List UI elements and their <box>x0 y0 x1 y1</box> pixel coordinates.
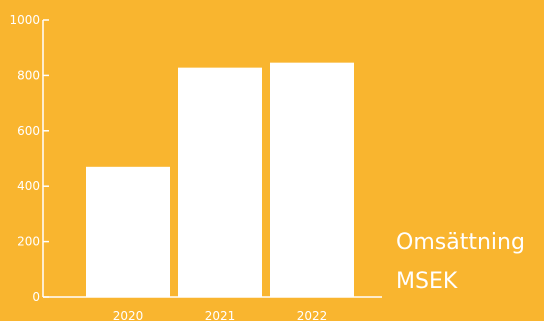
x-tick-label: 2022 <box>297 309 328 321</box>
y-tick-label: 600 <box>17 124 40 138</box>
bar <box>86 166 170 297</box>
y-tick-label: 1000 <box>9 13 40 27</box>
series-label-line-1: Omsättning <box>396 230 525 255</box>
bar <box>178 67 262 297</box>
y-tick-label: 0 <box>32 290 40 304</box>
x-tick-label: 2020 <box>113 309 144 321</box>
x-tick-label: 2021 <box>205 309 236 321</box>
tick-labels: 0 200 400 600 800 1000 2020 2021 2022 <box>9 13 327 321</box>
y-tick-label: 800 <box>17 68 40 82</box>
bars <box>86 62 354 297</box>
series-label-line-2: MSEK <box>396 269 458 294</box>
y-tick-label: 200 <box>17 235 40 249</box>
y-tick-label: 400 <box>17 179 40 193</box>
bar <box>270 62 354 297</box>
